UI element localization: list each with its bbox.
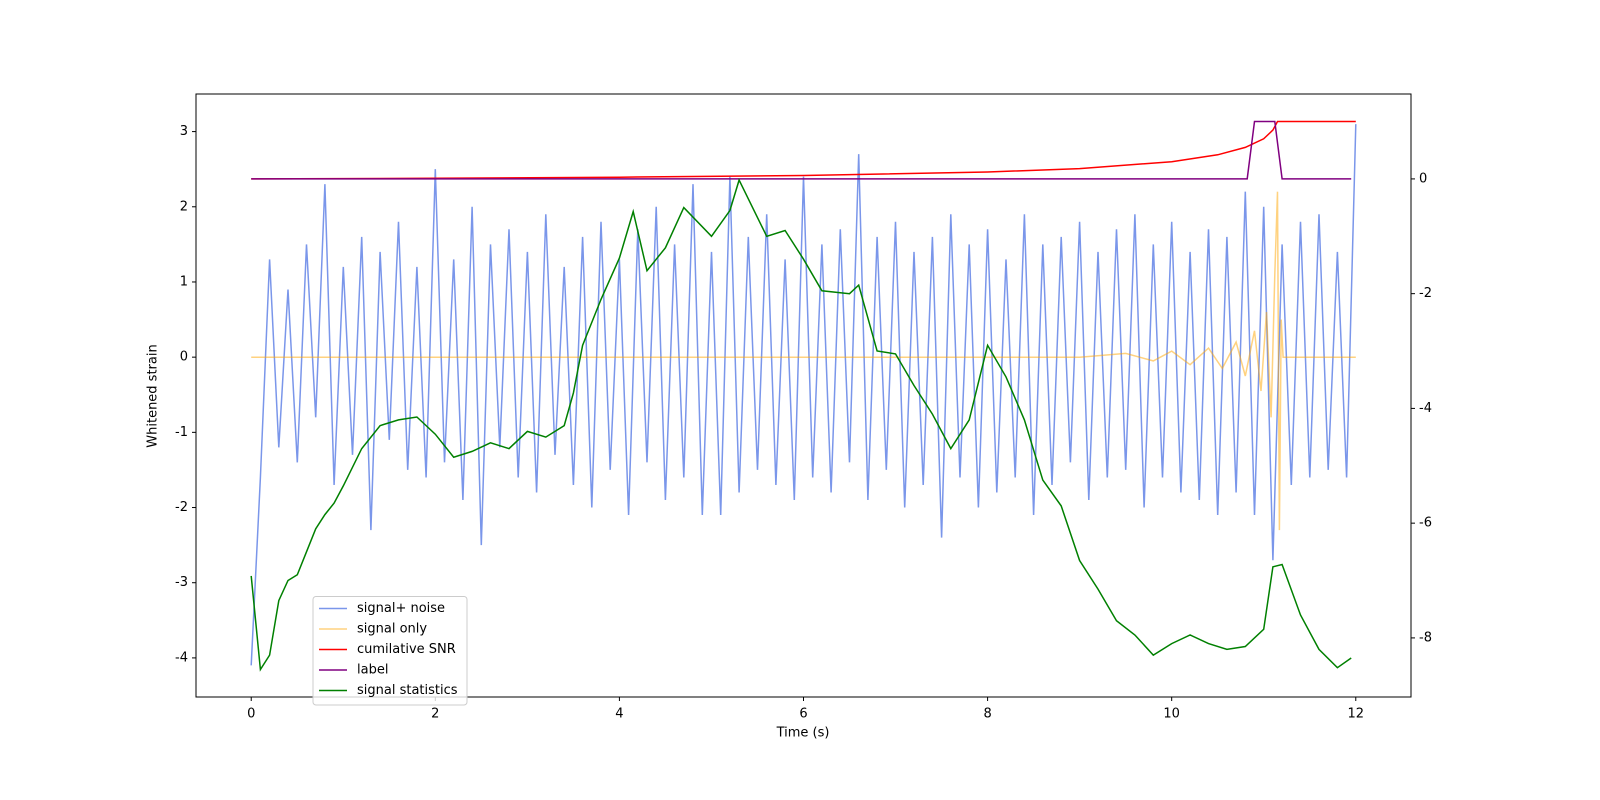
x-tick-label: 2 [431,707,439,722]
y-tick-label: 2 [180,199,188,214]
x-tick-label: 10 [1163,707,1180,722]
legend-label: signal only [357,622,427,637]
y-tick-label: 1 [180,274,188,289]
legend-box [312,596,468,706]
series-line [251,191,1356,531]
y2-tick-label: -8 [1419,630,1432,645]
y-tick-label: -1 [175,425,188,440]
legend-label: cumilative SNR [357,642,456,657]
series-line [251,120,1352,180]
x-tick-label: 4 [615,707,623,722]
legend-label: label [357,663,388,678]
y-tick-label: 3 [180,124,188,139]
x-tick-label: 6 [799,707,807,722]
y-axis-label: Whitened strain [146,344,161,447]
y2-tick-label: 0 [1419,171,1427,186]
series-line [251,120,1356,180]
legend-label: signal statistics [357,683,458,698]
series-line [250,124,1357,666]
y-tick-label: 0 [180,350,188,365]
x-tick-label: 0 [247,707,255,722]
y2-tick-label: -4 [1419,401,1432,416]
x-tick-label: 8 [983,707,991,722]
legend-label: signal+ noise [357,601,445,616]
x-tick-label: 12 [1347,707,1364,722]
y-tick-label: -3 [175,575,188,590]
series-line [250,178,1352,672]
plot-area [250,120,1357,672]
y-tick-label: -2 [175,500,188,515]
x-axis-label: Time (s) [776,726,830,741]
y-tick-label: -4 [175,650,188,665]
y2-tick-label: -6 [1419,516,1432,531]
y2-tick-label: -2 [1419,286,1432,301]
